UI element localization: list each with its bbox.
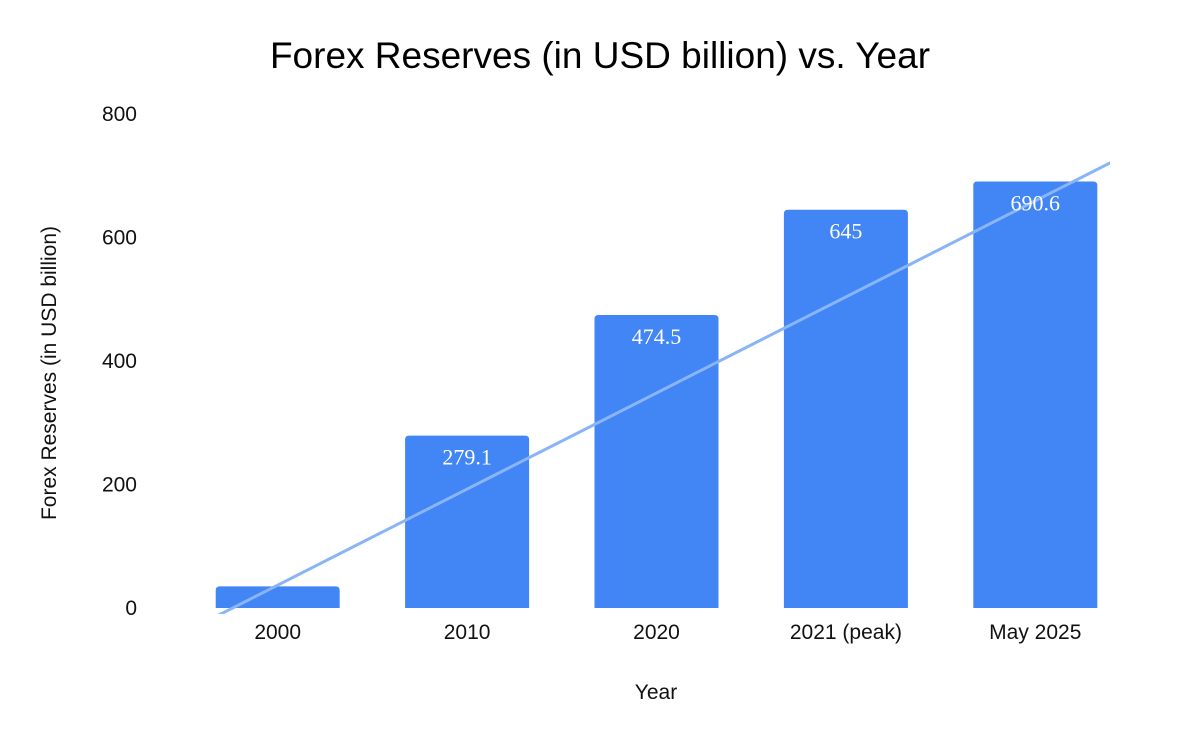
y-axis-ticks: 0 200 400 600 800 <box>102 103 137 620</box>
bar <box>973 181 1098 608</box>
bars <box>215 181 1098 608</box>
bar <box>405 435 530 608</box>
x-tick-label: 2000 <box>254 621 301 644</box>
y-tick-label: 800 <box>102 103 137 126</box>
x-tick-label: May 2025 <box>989 621 1081 644</box>
trendline-group <box>217 161 1110 614</box>
x-tick-label: 2021 (peak) <box>790 621 902 644</box>
y-tick-label: 400 <box>102 350 137 373</box>
y-axis-title: Forex Reserves (in USD billion) <box>38 226 61 520</box>
x-axis-ticks: 2000 2010 2020 2021 (peak) May 2025 <box>254 621 1081 644</box>
bar <box>783 209 908 608</box>
data-label: 279.1 <box>442 445 492 470</box>
data-labels: 279.1 474.5 645 690.6 <box>442 191 1060 470</box>
data-label: 474.5 <box>632 324 682 349</box>
data-label: 690.6 <box>1011 191 1061 216</box>
bar <box>215 586 340 608</box>
y-tick-label: 200 <box>102 474 137 497</box>
y-tick-label: 600 <box>102 227 137 250</box>
y-tick-label: 0 <box>125 597 137 620</box>
x-axis-title: Year <box>635 681 677 704</box>
trendline <box>217 161 1110 614</box>
x-tick-label: 2020 <box>633 621 680 644</box>
data-label: 645 <box>829 219 862 244</box>
x-tick-label: 2010 <box>444 621 491 644</box>
chart-title: Forex Reserves (in USD billion) vs. Year <box>270 35 930 76</box>
bar <box>594 314 719 608</box>
